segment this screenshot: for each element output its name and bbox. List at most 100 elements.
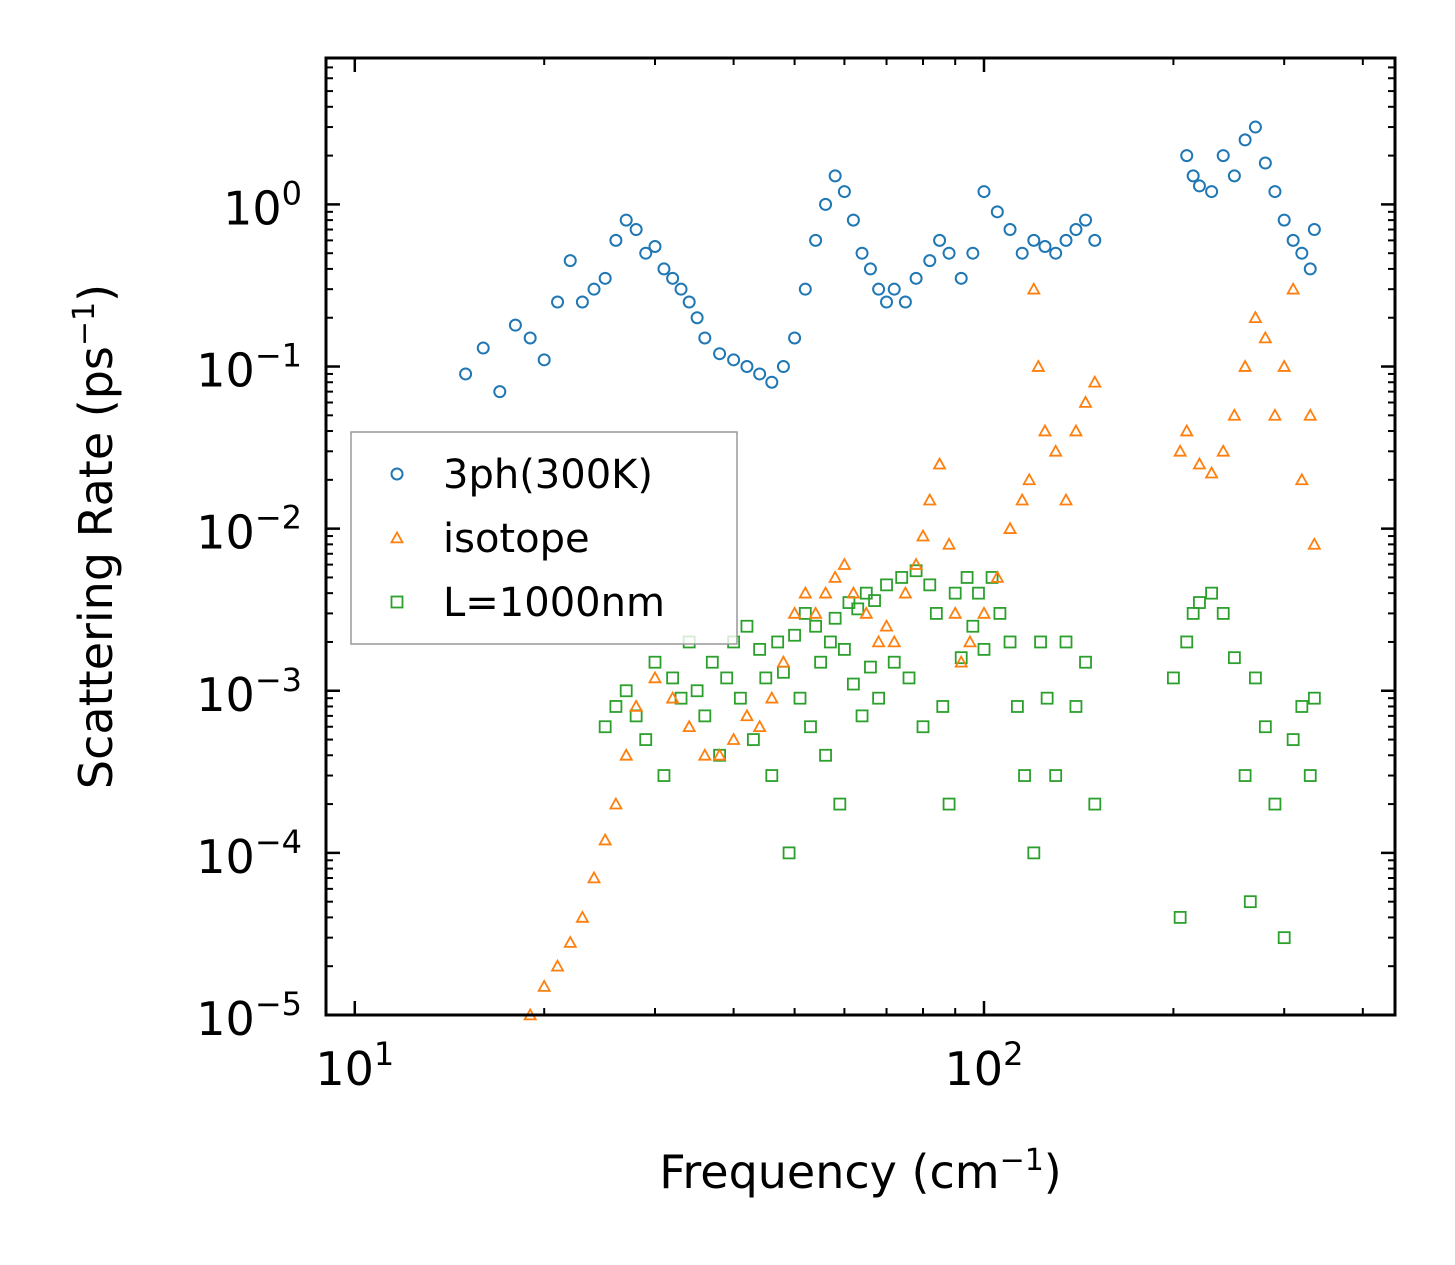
data-point (819, 748, 832, 762)
data-point (859, 606, 874, 619)
data-point (563, 935, 578, 948)
data-point (846, 585, 861, 599)
data-point (864, 660, 877, 674)
data-point (493, 385, 507, 399)
data-point (648, 239, 662, 253)
data-point (712, 747, 727, 761)
data-point (1015, 246, 1029, 260)
data-point (1003, 223, 1017, 237)
data-point (828, 169, 842, 183)
data-point (868, 594, 881, 607)
data-point (752, 719, 767, 733)
data-point (1049, 246, 1063, 260)
data-point (746, 733, 760, 746)
data-point (1227, 651, 1241, 665)
data-point (1295, 700, 1309, 713)
data-point (1192, 179, 1206, 193)
data-point (657, 769, 671, 782)
data-point (1243, 895, 1257, 909)
data-point (1027, 233, 1041, 247)
data-point (619, 747, 634, 761)
data-point (598, 720, 612, 734)
data-point (1003, 521, 1018, 534)
y-axis-label-exponent: −1 (67, 302, 102, 346)
data-point (828, 611, 842, 625)
data-point (863, 262, 877, 276)
data-point (776, 654, 791, 668)
data-point (814, 655, 828, 669)
data-point (851, 602, 865, 616)
data-point (459, 367, 473, 381)
data-point (740, 360, 754, 374)
data-point (895, 571, 909, 584)
data-point (1295, 246, 1309, 260)
data-point (933, 233, 947, 247)
x-axis-label-text: Frequency (cm (659, 1145, 999, 1199)
data-point (887, 282, 901, 296)
data-point (1186, 607, 1200, 620)
data-point (932, 456, 947, 470)
data-point (609, 233, 623, 247)
y-tick-label: 10−3 (196, 661, 302, 722)
data-point (537, 353, 551, 367)
data-point (960, 571, 974, 584)
data-point (1307, 537, 1322, 550)
data-point (923, 578, 937, 592)
data-point (818, 585, 833, 599)
data-point (1258, 330, 1273, 344)
data-point (922, 492, 937, 506)
data-point (1204, 465, 1219, 479)
data-point (666, 271, 680, 285)
data-point (1277, 213, 1291, 227)
legend-marker (390, 595, 404, 609)
data-point (1303, 407, 1318, 421)
data-point (788, 628, 801, 642)
data-point (629, 223, 643, 237)
y-tick-label: 100 (223, 174, 302, 235)
data-point (1069, 700, 1083, 713)
data-point (1294, 472, 1309, 486)
data-point (1088, 233, 1102, 247)
data-point (575, 295, 589, 309)
data-point (887, 634, 902, 648)
data-point (682, 295, 696, 309)
data-point (880, 578, 893, 592)
data-point (575, 910, 590, 923)
data-point (720, 671, 734, 685)
data-point (1258, 156, 1272, 170)
data-point (682, 719, 697, 733)
data-point (1069, 223, 1083, 237)
data-point (1179, 423, 1194, 437)
y-tick-label: 10−5 (196, 985, 302, 1046)
data-point (727, 353, 741, 367)
data-point (1193, 596, 1206, 609)
data-point (648, 655, 662, 669)
data-point (1037, 423, 1053, 437)
data-point (872, 691, 886, 705)
data-point (1068, 423, 1083, 437)
series-circle-points (459, 120, 1321, 399)
data-point (586, 870, 602, 884)
data-point (828, 570, 843, 583)
data-point (1286, 733, 1300, 746)
data-point (855, 246, 869, 260)
data-point (713, 347, 727, 361)
data-point (909, 557, 924, 570)
data-point (977, 185, 991, 199)
data-point (1268, 185, 1282, 199)
data-point (551, 295, 565, 309)
data-point (1079, 213, 1093, 227)
data-point (846, 213, 860, 227)
data-point (887, 655, 901, 669)
data-point (798, 585, 813, 599)
data-point (855, 709, 869, 723)
data-point (1307, 223, 1321, 237)
series-triangle-points (523, 281, 1322, 1021)
data-point (639, 733, 653, 746)
data-point (1268, 797, 1282, 811)
x-axis-label-close: ) (1044, 1145, 1062, 1199)
data-point (782, 846, 796, 860)
data-point (1286, 281, 1301, 295)
data-point (1216, 443, 1231, 457)
data-point (690, 684, 704, 698)
